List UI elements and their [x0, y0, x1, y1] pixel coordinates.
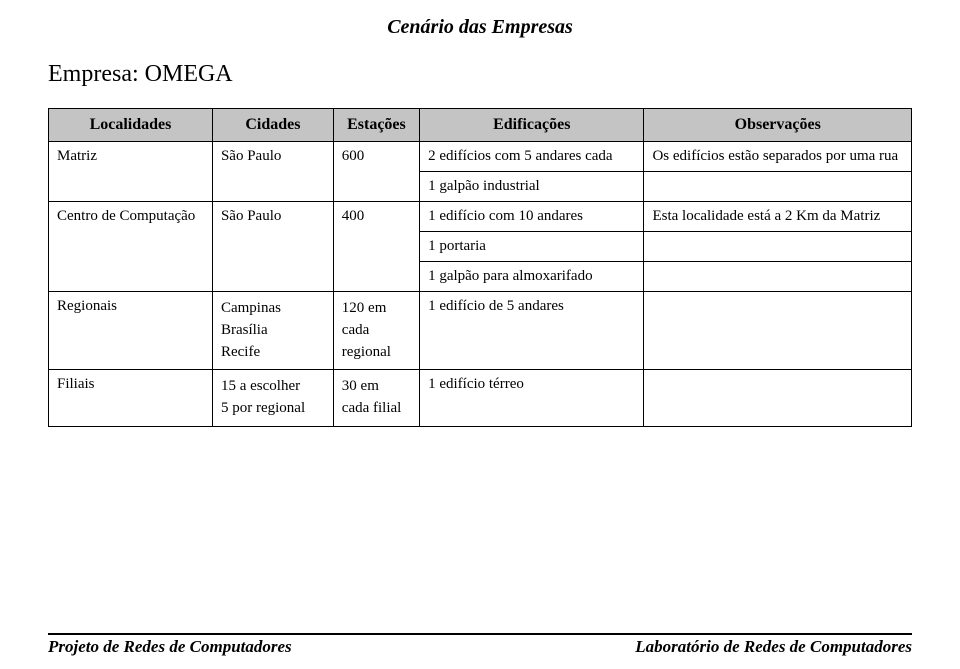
table-row: Filiais 15 a escolher 5 por regional 30 … [49, 370, 912, 427]
cell-regionais-loc: Regionais [49, 292, 213, 370]
cell-filiais-edif: 1 edifício térreo [420, 370, 644, 427]
cell-matriz-obs: Os edifícios estão separados por uma rua [644, 142, 912, 172]
cell-regionais-sta1: 120 em [342, 298, 411, 320]
cell-regionais-city1: Campinas [221, 298, 325, 320]
col-header-estacoes: Estações [333, 109, 419, 142]
cell-regionais-sta: 120 em cada regional [333, 292, 419, 370]
cell-empty [644, 292, 912, 370]
cell-matriz-sta: 600 [333, 142, 419, 202]
cell-filiais-loc: Filiais [49, 370, 213, 427]
company-line: Empresa: OMEGA [48, 61, 912, 88]
table-row: Matriz São Paulo 600 2 edifícios com 5 a… [49, 142, 912, 172]
cell-regionais-edif: 1 edifício de 5 andares [420, 292, 644, 370]
cell-empty [644, 262, 912, 292]
col-header-observacoes: Observações [644, 109, 912, 142]
page: Cenário das Empresas Empresa: OMEGA Loca… [0, 0, 960, 669]
cell-centro-loc: Centro de Computação [49, 202, 213, 292]
cell-centro-edif2: 1 portaria [420, 232, 644, 262]
cell-filiais-city: 15 a escolher 5 por regional [212, 370, 333, 427]
page-title: Cenário das Empresas [48, 16, 912, 39]
table-header-row: Localidades Cidades Estações Edificações… [49, 109, 912, 142]
cell-matriz-edif2: 1 galpão industrial [420, 172, 644, 202]
cell-centro-sta: 400 [333, 202, 419, 292]
cell-filiais-sta1: 30 em [342, 376, 411, 398]
cell-centro-obs: Esta localidade está a 2 Km da Matriz [644, 202, 912, 232]
cell-empty [644, 172, 912, 202]
col-header-cidades: Cidades [212, 109, 333, 142]
cell-filiais-city1: 15 a escolher [221, 376, 325, 398]
cell-matriz-city: São Paulo [212, 142, 333, 202]
table-row: Regionais Campinas Brasília Recife 120 e… [49, 292, 912, 370]
cell-filiais-sta2: cada filial [342, 398, 411, 420]
cell-regionais-city: Campinas Brasília Recife [212, 292, 333, 370]
cell-regionais-city2: Brasília [221, 320, 325, 342]
cell-filiais-sta: 30 em cada filial [333, 370, 419, 427]
footer-right: Laboratório de Redes de Computadores [635, 637, 912, 657]
col-header-localidades: Localidades [49, 109, 213, 142]
cell-centro-edif1: 1 edifício com 10 andares [420, 202, 644, 232]
cell-empty [644, 232, 912, 262]
cell-empty [644, 370, 912, 427]
cell-centro-city: São Paulo [212, 202, 333, 292]
data-table: Localidades Cidades Estações Edificações… [48, 108, 912, 427]
cell-regionais-sta2: cada [342, 320, 411, 342]
col-header-edificacoes: Edificações [420, 109, 644, 142]
cell-centro-edif3: 1 galpão para almoxarifado [420, 262, 644, 292]
cell-regionais-city3: Recife [221, 342, 325, 364]
cell-matriz-loc: Matriz [49, 142, 213, 202]
cell-matriz-edif1: 2 edifícios com 5 andares cada [420, 142, 644, 172]
cell-filiais-city2: 5 por regional [221, 398, 325, 420]
company-name: OMEGA [145, 61, 233, 87]
cell-regionais-sta3: regional [342, 342, 411, 364]
footer-row: Projeto de Redes de Computadores Laborat… [48, 637, 912, 657]
table-row: Centro de Computação São Paulo 400 1 edi… [49, 202, 912, 232]
footer-left: Projeto de Redes de Computadores [48, 637, 292, 657]
page-footer: Projeto de Redes de Computadores Laborat… [48, 633, 912, 657]
company-label: Empresa: [48, 61, 139, 87]
footer-rule [48, 633, 912, 635]
